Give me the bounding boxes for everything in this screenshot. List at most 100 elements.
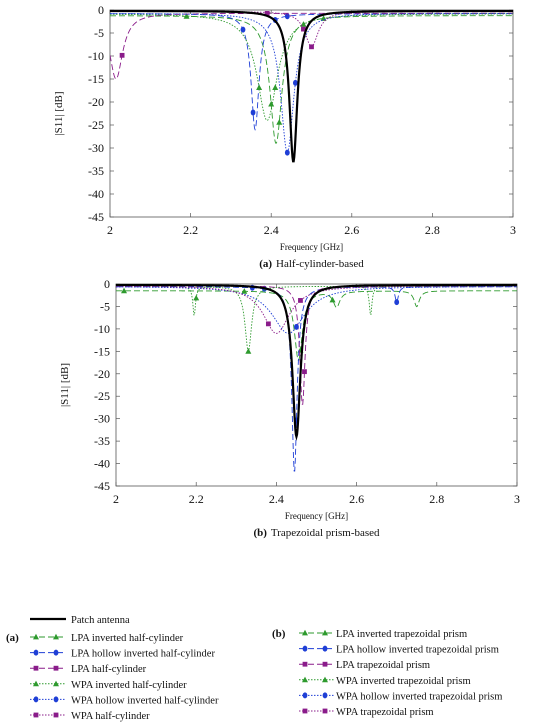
legend-a-marker [33, 633, 39, 640]
x-tick-label: 2 [107, 223, 113, 237]
legend-a-marker [33, 712, 39, 718]
legend-b-marker [302, 692, 308, 699]
y-tick-label: -20 [88, 95, 104, 109]
legend-b-label: WPA hollow inverted trapezoidal prism [336, 691, 502, 702]
plot-area [116, 284, 517, 472]
legend-a-label: LPA hollow inverted half-cylinder [71, 649, 215, 660]
y-axis-label: |S11| [dB] [53, 91, 65, 135]
y-tick-label: -20 [94, 367, 110, 381]
plot-area [110, 10, 513, 163]
series-line-patch-antenna [110, 10, 513, 163]
series-marker-wpa-trapezoidal-prism [265, 321, 271, 327]
legend-a-marker [33, 665, 39, 671]
y-tick-label: -5 [94, 26, 104, 40]
legend-a-label: WPA inverted half-cylinder [71, 680, 187, 691]
series-marker-wpa-inverted-trapezoidal-prism [193, 294, 200, 301]
y-tick-label: -10 [88, 49, 104, 63]
y-tick-label: -25 [94, 389, 110, 403]
series-line-lpa-hollow-inverted-trapezoidal-prism [116, 286, 517, 472]
plot-frame [115, 283, 518, 487]
x-tick-label: 2.4 [264, 223, 279, 237]
series-marker-lpa-inverted-trapezoidal-prism [121, 287, 128, 294]
legend-a-label: WPA hollow inverted half-cylinder [71, 695, 219, 706]
series-marker-wpa-hollow-inverted-half-cylinder [284, 149, 290, 156]
legend-b-marker [302, 676, 308, 683]
y-tick-label: -35 [88, 164, 104, 178]
series-marker-wpa-trapezoidal-prism [298, 298, 303, 303]
series-marker-wpa-inverted-trapezoidal-prism [245, 348, 252, 354]
x-tick-label: 2.6 [344, 223, 359, 237]
series-line-wpa-inverted-trapezoidal-prism [116, 285, 517, 353]
series-marker-lpa-hollow-inverted-half-cylinder [250, 109, 256, 116]
chart-trapezoidal-prism: 0 -5 -10 -15 -20 -25 -30 -35 -40 -452 2.2 2.4 2.6 2.8… [59, 277, 520, 539]
y-tick-label: -45 [94, 479, 110, 493]
y-tick-label: -30 [88, 141, 104, 155]
series-marker-wpa-inverted-half-cylinder [272, 84, 279, 90]
legend-b-marker [322, 645, 328, 652]
legend-b-tag: (b) [272, 628, 286, 640]
chart-half-cylinder: 0 -5 -10 -15 -20 -25 -30 -35 -40 -452 2.2 2.4 2.6 2.8… [53, 3, 516, 270]
x-tick-label: 2 [113, 492, 119, 506]
series-marker-lpa-hollow-inverted-half-cylinder [284, 13, 290, 20]
series-line-lpa-inverted-trapezoidal-prism [116, 290, 517, 361]
legend-b-label: LPA inverted trapezoidal prism [336, 629, 467, 640]
series-line-lpa-trapezoidal-prism [116, 285, 517, 405]
legend-a-marker [33, 696, 39, 703]
legend-a-label: LPA inverted half-cylinder [71, 633, 184, 644]
legend-b-marker [322, 692, 328, 699]
series-marker-lpa-inverted-half-cylinder [268, 100, 275, 107]
legend: Patch antenna (a) LPA inverted half-cylind… [6, 615, 502, 722]
x-tick-label: 2.6 [349, 492, 364, 506]
chart-caption: (b) Trapezoidal prism-based [253, 527, 380, 539]
x-tick-label: 3 [514, 492, 520, 506]
y-tick-label: -15 [94, 344, 110, 358]
x-tick-label: 2.8 [425, 223, 440, 237]
legend-a-marker [33, 680, 39, 687]
legend-a-marker [53, 649, 59, 656]
legend-b-label: WPA inverted trapezoidal prism [336, 676, 471, 687]
series-marker-lpa-half-cylinder [264, 11, 270, 16]
series-line-patch-antenna [116, 284, 517, 441]
series-line-lpa-inverted-half-cylinder [110, 15, 513, 144]
series-marker-lpa-inverted-trapezoidal-prism [329, 296, 336, 303]
x-tick-label: 2.8 [429, 492, 444, 506]
legend-b-marker [322, 676, 328, 683]
legend-a-marker [53, 712, 59, 718]
series-marker-lpa-hollow-inverted-half-cylinder [240, 26, 246, 33]
plot-frame [109, 9, 514, 218]
series-line-lpa-hollow-inverted-half-cylinder [110, 13, 513, 131]
series-line-wpa-hollow-inverted-trapezoidal-prism [116, 286, 517, 334]
series-line-wpa-hollow-inverted-half-cylinder [110, 12, 513, 154]
series-marker-wpa-hollow-inverted-trapezoidal-prism [294, 323, 299, 330]
y-tick-label: -40 [94, 457, 110, 471]
series-line-wpa-trapezoidal-prism [116, 285, 517, 334]
legend-b-marker [322, 661, 328, 667]
x-axis-label: Frequency [GHz] [280, 242, 343, 252]
series-marker-wpa-half-cylinder [309, 44, 314, 50]
caption-text: Trapezoidal prism-based [271, 527, 380, 539]
legend-b-marker [322, 708, 328, 714]
legend-label-patch: Patch antenna [71, 615, 130, 626]
legend-a-tag: (a) [6, 632, 19, 644]
series-marker-wpa-hollow-inverted-half-cylinder [292, 79, 298, 86]
caption-tag: (b) [253, 527, 267, 539]
legend-b-marker [302, 708, 308, 714]
series-marker-lpa-trapezoidal-prism [302, 369, 307, 375]
y-axis-label: |S11| [dB] [59, 363, 71, 407]
legend-b-marker [302, 629, 308, 636]
legend-b-label: LPA hollow inverted trapezoidal prism [336, 645, 499, 656]
series-marker-lpa-inverted-trapezoidal-prism [241, 288, 248, 294]
y-tick-label: -45 [88, 210, 104, 224]
legend-a-label: WPA half-cylinder [71, 711, 150, 722]
y-tick-label: 0 [98, 3, 104, 17]
y-tick-label: -35 [94, 434, 110, 448]
legend-a-marker [53, 680, 59, 687]
x-tick-label: 2.2 [189, 492, 204, 506]
legend-a-marker [53, 665, 59, 671]
x-axis-label: Frequency [GHz] [285, 511, 348, 521]
legend-b-marker [322, 629, 328, 636]
legend-b-marker [302, 645, 308, 652]
legend-b-label: WPA trapezoidal prism [336, 707, 434, 718]
legend-a-marker [33, 649, 39, 656]
x-tick-label: 2.2 [183, 223, 198, 237]
